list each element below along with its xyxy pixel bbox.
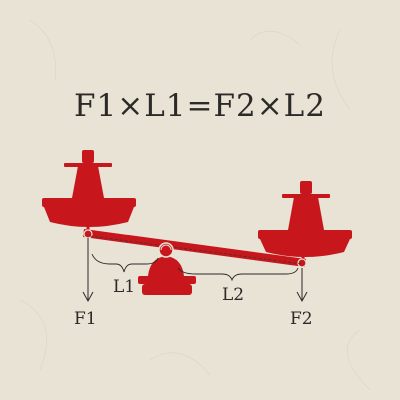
l1-label: L1	[113, 277, 135, 297]
l1-bracket	[91, 253, 159, 273]
f1-label: F1	[74, 309, 97, 329]
fulcrum	[138, 242, 196, 295]
f2-arrow	[296, 268, 308, 303]
right-weight	[258, 181, 352, 257]
lever-formula: F1×L1=F2×L2	[73, 88, 326, 124]
f1-arrow	[82, 238, 94, 303]
f2-label: F2	[290, 309, 313, 329]
left-weight	[42, 150, 136, 227]
l2-bracket	[177, 267, 299, 282]
l2-label: L2	[222, 285, 244, 305]
horizontal-reference-line	[89, 235, 303, 265]
